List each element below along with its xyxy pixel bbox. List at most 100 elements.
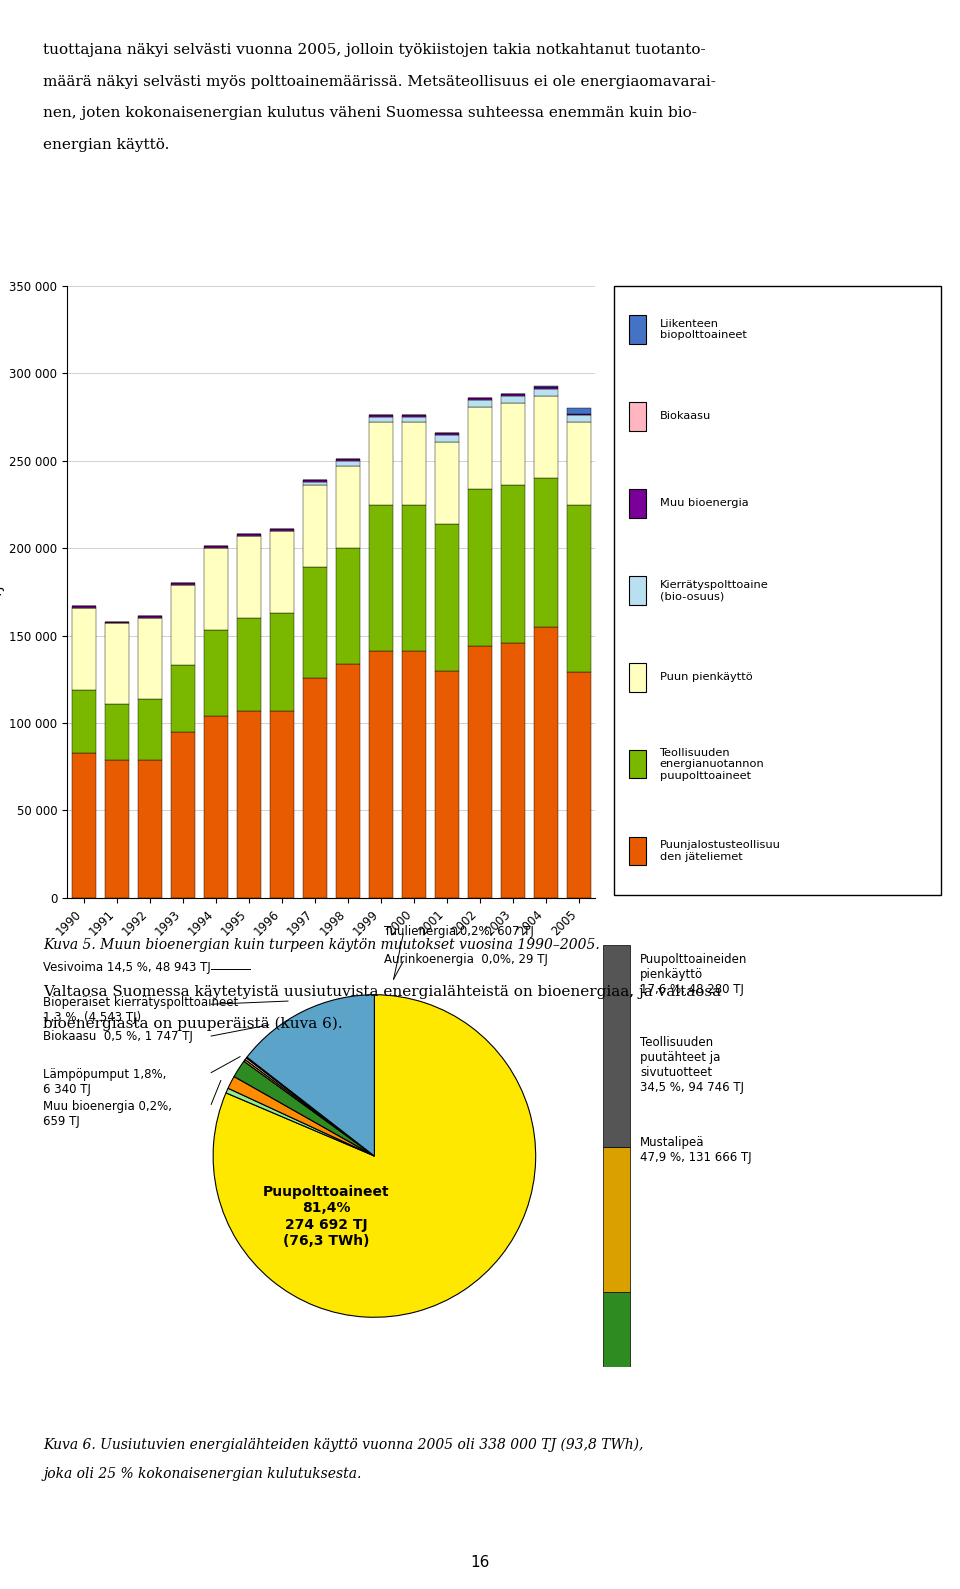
Bar [566,672,590,898]
Bar [468,407,492,489]
Bar [468,647,492,898]
Bar [566,413,590,415]
Bar [435,671,459,898]
Text: Lämpöpumput 1,8%,
6 340 TJ: Lämpöpumput 1,8%, 6 340 TJ [43,1068,167,1096]
Text: Valtaosa Suomessa käytetyistä uusiutuvista energialähteistä on bioenergiaa, ja v: Valtaosa Suomessa käytetyistä uusiutuvis… [43,985,721,999]
Bar [336,548,360,664]
Bar [138,760,161,898]
Bar [204,717,228,898]
Bar [603,1147,630,1292]
Bar [171,731,195,898]
Bar [534,478,558,626]
Bar [237,534,260,535]
Bar [204,631,228,717]
Bar [105,621,129,623]
Text: Puupolttoaineiden
pienkäyttö
17,6 %, 48 280 TJ: Puupolttoaineiden pienkäyttö 17,6 %, 48 … [640,953,748,996]
Bar [369,416,393,423]
Text: Puun pienkäyttö: Puun pienkäyttö [660,672,753,682]
Bar [336,461,360,466]
Text: energian käyttö.: energian käyttö. [43,138,170,153]
Bar [204,548,228,631]
Text: Vesivoima 14,5 %, 48 943 TJ: Vesivoima 14,5 %, 48 943 TJ [43,961,211,974]
Text: Bioperäiset kierrätyspolttoaineet
1,3 %, (4 543 TJ): Bioperäiset kierrätyspolttoaineet 1,3 %,… [43,996,238,1025]
Bar [603,945,630,1147]
Bar [501,404,524,485]
Text: Kierrätyspolttoaine
(bio-osuus): Kierrätyspolttoaine (bio-osuus) [660,580,768,601]
Bar [105,704,129,760]
Bar [302,677,326,898]
Text: Kuva 6. Uusiutuvien energialähteiden käyttö vuonna 2005 oli 338 000 TJ (93,8 TWh: Kuva 6. Uusiutuvien energialähteiden käy… [43,1438,643,1452]
Text: määrä näkyi selvästi myös polttoainemäärissä. Metsäteollisuus ei ole energiaomav: määrä näkyi selvästi myös polttoainemäär… [43,75,716,89]
Bar [501,485,524,642]
Wedge shape [228,1076,374,1155]
Bar [501,396,524,404]
Bar [501,394,524,396]
Text: Teollisuuden
energianuotannon
puupolttoaineet: Teollisuuden energianuotannon puupolttoa… [660,747,764,780]
Bar [302,485,326,567]
Text: Tuulienergia 0,2%, 607 TJ: Tuulienergia 0,2%, 607 TJ [384,925,534,938]
Bar [534,388,558,389]
Bar [270,613,294,710]
Text: Biokaasu  0,5 %, 1 747 TJ: Biokaasu 0,5 %, 1 747 TJ [43,1030,193,1042]
Text: Liikenteen
biopolttoaineet: Liikenteen biopolttoaineet [660,319,746,340]
Bar [402,504,425,651]
Bar [138,617,161,618]
Bar [435,434,459,442]
Bar [468,489,492,647]
Bar [534,626,558,898]
Text: nen, joten kokonaisenergian kulutus väheni Suomessa suhteessa enemmän kuin bio-: nen, joten kokonaisenergian kulutus vähe… [43,106,697,121]
Bar [468,397,492,399]
Bar [138,699,161,760]
Bar [171,585,195,666]
Wedge shape [213,995,536,1317]
Bar [105,760,129,898]
Bar [402,416,425,423]
Bar [105,623,129,704]
Text: Muu bioenergia 0,2%,
659 TJ: Muu bioenergia 0,2%, 659 TJ [43,1100,172,1128]
Bar [336,664,360,898]
Bar [435,442,459,524]
Bar [302,481,326,485]
Text: Muu bioenergia: Muu bioenergia [660,499,748,508]
Wedge shape [247,995,374,1155]
Bar [566,504,590,672]
Bar [603,1292,630,1367]
Bar [302,480,326,481]
Text: Biokaasu: Biokaasu [660,412,710,421]
Bar [369,423,393,504]
Text: 16: 16 [470,1556,490,1570]
Bar [72,605,96,607]
Bar [534,389,558,396]
Bar [402,415,425,416]
Bar [336,459,360,461]
Bar [534,396,558,478]
Bar [237,535,260,618]
Bar [204,547,228,548]
Bar [566,408,590,413]
Bar [336,466,360,548]
Bar [72,690,96,753]
Wedge shape [234,1061,374,1155]
Y-axis label: TJ: TJ [0,586,5,597]
Text: Kuva 5. Muun bioenergian kuin turpeen käytön muutokset vuosina 1990–2005.: Kuva 5. Muun bioenergian kuin turpeen kä… [43,938,600,952]
Wedge shape [226,1088,374,1155]
Wedge shape [244,1060,374,1155]
Bar [369,415,393,416]
Bar [270,710,294,898]
Bar [72,607,96,690]
Bar [138,618,161,699]
Bar [534,386,558,388]
Bar [270,531,294,613]
Bar [369,504,393,651]
Bar [270,529,294,531]
Text: tuottajana näkyi selvästi vuonna 2005, jolloin työkiistojen takia notkahtanut tu: tuottajana näkyi selvästi vuonna 2005, j… [43,43,706,57]
Bar [237,618,260,710]
Text: Puunjalostusteollisuu
den jäteliemet: Puunjalostusteollisuu den jäteliemet [660,841,780,861]
Bar [468,399,492,407]
Bar [369,651,393,898]
Wedge shape [245,1058,374,1155]
Text: Aurinkoenergia  0,0%, 29 TJ: Aurinkoenergia 0,0%, 29 TJ [384,953,548,966]
Bar [402,423,425,504]
Bar [171,583,195,585]
Bar [302,567,326,677]
